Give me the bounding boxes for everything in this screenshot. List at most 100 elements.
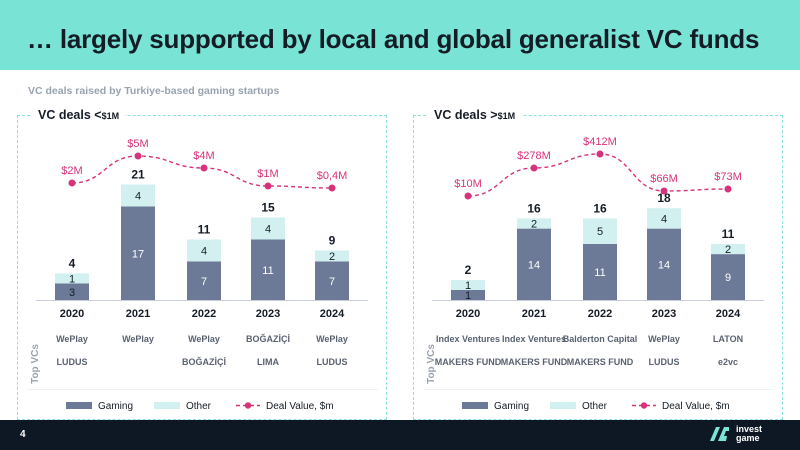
vc-logo-2021-1: MAKERS FUND: [501, 357, 568, 367]
x-tick-2024: 2024: [716, 308, 741, 320]
vc-logo-2024-1: LUDUS: [317, 357, 348, 367]
bar-other-2021: [517, 218, 551, 229]
invest-game-logo-icon: [710, 427, 729, 441]
bar-gaming-2022: [187, 261, 221, 300]
legend-label-deal-value: Deal Value, $m: [266, 401, 334, 412]
bar-label-other-2023: 4: [661, 213, 667, 225]
bar-gaming-2021: [517, 228, 551, 300]
legend-swatch-gaming: [66, 402, 92, 409]
vc-logo-2023-0: WePlay: [648, 334, 680, 344]
vc-logo-2022-0: WePlay: [188, 334, 220, 344]
bar-label-other-2020: 1: [465, 280, 471, 292]
page-subtitle: VC deals raised by Turkiye-based gaming …: [28, 85, 280, 97]
legend-swatch-other: [154, 402, 180, 409]
deal-point-2024: [724, 185, 732, 193]
page-number: 4: [20, 429, 26, 440]
deal-point-2024: [328, 184, 336, 192]
deal-label-2024: $0,4M: [317, 170, 348, 182]
bar-label-gaming-2022: 11: [594, 267, 605, 279]
legend-swatch-deal-point: [640, 402, 648, 409]
x-tick-2021: 2021: [126, 308, 150, 320]
panel-title-main: VC deals >: [434, 108, 498, 122]
bar-gaming-2020: [55, 283, 89, 300]
legend-swatch-other: [550, 402, 576, 409]
deal-label-2023: $1M: [257, 168, 278, 180]
footer: 4 invest game: [0, 420, 800, 450]
legend-label-gaming: Gaming: [98, 401, 133, 412]
x-tick-2024: 2024: [320, 308, 345, 320]
vc-logo-2022-1: BOĞAZİÇİ: [182, 356, 226, 367]
vc-logo-2023-0: BOĞAZİÇİ: [246, 333, 290, 344]
deal-label-2023: $66M: [650, 173, 678, 185]
page-title: … largely supported by local and global …: [27, 24, 760, 54]
vc-logo-2024-0: WePlay: [316, 334, 348, 344]
top-vcs-label: Top VCs: [426, 344, 437, 384]
deal-label-2020: $2M: [61, 165, 82, 177]
deal-label-2024: $73M: [714, 171, 742, 183]
bar-total-2023: 18: [657, 191, 671, 205]
bar-total-2020: 4: [69, 257, 76, 271]
x-tick-2023: 2023: [256, 308, 280, 320]
brand-logo: invest game: [708, 425, 770, 443]
deal-point-2020: [68, 179, 76, 187]
deal-label-2022: $4M: [193, 150, 214, 162]
deal-point-2023: [264, 182, 272, 190]
deal-point-2022: [596, 150, 604, 158]
vc-logo-2023-1: LIMA: [257, 357, 279, 367]
bar-label-gaming-2024: 9: [725, 272, 731, 284]
deal-label-2021: $278M: [517, 150, 551, 162]
bar-total-2024: 9: [329, 234, 336, 248]
bar-other-2024: [315, 250, 349, 262]
bar-gaming-2021: [121, 206, 155, 300]
vc-logo-2020-1: LUDUS: [57, 357, 88, 367]
bar-label-gaming-2023: 11: [262, 265, 273, 277]
bar-label-other-2024: 2: [329, 251, 335, 263]
bar-label-gaming-2020: 1: [465, 290, 471, 302]
vc-logo-2020-1: MAKERS FUND: [435, 357, 502, 367]
vc-logo-2021-0: Index Ventures: [502, 334, 566, 344]
bar-gaming-2024: [315, 261, 349, 300]
bar-label-other-2020: 1: [69, 274, 75, 286]
bar-total-2021: 21: [131, 168, 145, 182]
x-tick-2020: 2020: [60, 308, 84, 320]
bar-gaming-2024: [711, 254, 745, 300]
bar-gaming-2022: [583, 243, 617, 300]
deal-point-2023: [660, 187, 668, 195]
panel-title-small: $1M: [497, 111, 516, 121]
bar-label-gaming-2022: 7: [201, 276, 207, 288]
bar-label-gaming-2021: 17: [132, 248, 144, 260]
x-tick-2022: 2022: [192, 308, 216, 320]
deal-point-2021: [530, 164, 538, 172]
bar-total-2020: 2: [465, 263, 472, 277]
deal-point-2022: [200, 164, 208, 172]
panel-title-main: VC deals <: [38, 108, 102, 122]
vc-logo-2021-0: WePlay: [122, 334, 154, 344]
panel-title: VC deals >$1M: [428, 108, 522, 122]
deal-label-2022: $412M: [583, 136, 617, 148]
bar-total-2023: 15: [261, 201, 275, 215]
bar-label-other-2021: 4: [135, 191, 141, 203]
header-band: … largely supported by local and global …: [0, 0, 800, 70]
deal-label-2021: $5M: [127, 138, 148, 150]
x-tick-2022: 2022: [588, 308, 612, 320]
legend-label-gaming: Gaming: [494, 401, 529, 412]
bar-label-gaming-2023: 14: [658, 259, 670, 271]
bar-gaming-2023: [647, 228, 681, 300]
bar-other-2023: [251, 217, 285, 240]
bar-label-gaming-2021: 14: [528, 259, 540, 271]
bar-total-2022: 16: [593, 201, 607, 215]
bar-total-2021: 16: [527, 201, 541, 215]
legend-swatch-deal-point: [244, 402, 252, 409]
deal-point-2021: [134, 152, 142, 160]
vc-logo-2022-1: MAKERS FUND: [567, 357, 634, 367]
bar-label-other-2022: 4: [201, 246, 207, 258]
vc-logo-2022-0: Balderton Capital: [563, 334, 638, 344]
vc-logo-2020-0: WePlay: [56, 334, 88, 344]
top-vcs-label: Top VCs: [30, 344, 41, 384]
vc-logo-2024-0: LATON: [713, 334, 743, 344]
panel-small-deals: VC deals <$1M 3 1 4 2020 $2M WePlay LUDUS 17 4 21…: [17, 108, 387, 420]
legend-label-other: Other: [186, 401, 212, 412]
bar-gaming-2023: [251, 239, 285, 300]
